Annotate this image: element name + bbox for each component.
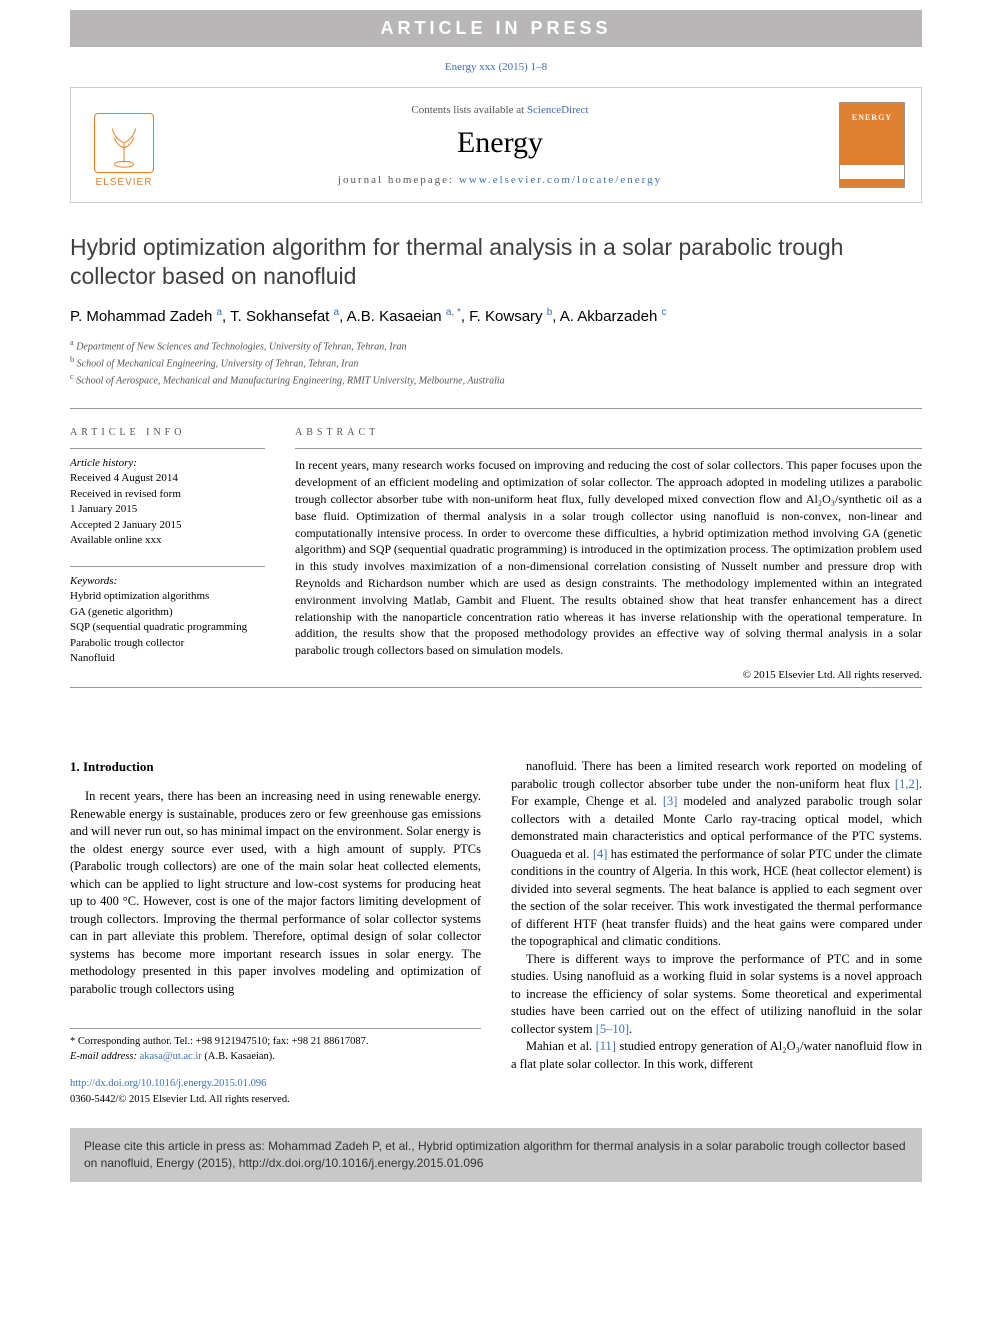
- journal-name: Energy: [161, 126, 839, 160]
- keyword-item: GA (genetic algorithm): [70, 605, 265, 620]
- intro-paragraph-4: Mahian et al. [11] studied entropy gener…: [511, 1038, 922, 1073]
- elsevier-name: ELSEVIER: [96, 177, 153, 188]
- history-line: Received in revised form: [70, 487, 265, 502]
- keywords-block: Keywords: Hybrid optimization algorithms…: [70, 566, 265, 666]
- article-info-column: ARTICLE INFO Article history: Received 4…: [70, 427, 265, 681]
- divider-lower: [70, 687, 922, 688]
- corresponding-author: * Corresponding author. Tel.: +98 912194…: [70, 1028, 481, 1064]
- history-line: Available online xxx: [70, 533, 265, 548]
- affiliation-line: b School of Mechanical Engineering, Univ…: [70, 354, 922, 371]
- citation-box: Please cite this article in press as: Mo…: [70, 1128, 922, 1182]
- article-history: Article history: Received 4 August 2014R…: [70, 448, 265, 548]
- cover-stripe: [840, 165, 904, 179]
- column-right: nanofluid. There has been a limited rese…: [511, 758, 922, 1108]
- info-abstract-row: ARTICLE INFO Article history: Received 4…: [70, 427, 922, 681]
- column-left: 1. Introduction In recent years, there h…: [70, 758, 481, 1108]
- email-link[interactable]: akasa@ut.ac.ir: [140, 1051, 202, 1062]
- reference-link[interactable]: [11]: [596, 1039, 616, 1053]
- abstract-label: ABSTRACT: [295, 427, 922, 438]
- intro-paragraph-2: nanofluid. There has been a limited rese…: [511, 758, 922, 951]
- abstract-column: ABSTRACT In recent years, many research …: [295, 427, 922, 681]
- corr-email-line: E-mail address: akasa@ut.ac.ir (A.B. Kas…: [70, 1050, 481, 1065]
- abstract-text: In recent years, many research works foc…: [295, 448, 922, 659]
- issn-copyright: 0360-5442/© 2015 Elsevier Ltd. All right…: [70, 1093, 481, 1108]
- affiliation-line: a Department of New Sciences and Technol…: [70, 337, 922, 354]
- homepage-link[interactable]: www.elsevier.com/locate/energy: [459, 174, 662, 186]
- authors-list: P. Mohammad Zadeh a, T. Sokhansefat a, A…: [70, 307, 922, 325]
- history-line: 1 January 2015: [70, 502, 265, 517]
- cover-title: ENERGY: [840, 113, 904, 122]
- keywords-label: Keywords:: [70, 575, 265, 587]
- history-line: Accepted 2 January 2015: [70, 518, 265, 533]
- article-info-label: ARTICLE INFO: [70, 427, 265, 438]
- section-1-heading: 1. Introduction: [70, 758, 481, 776]
- history-label: Article history:: [70, 457, 265, 469]
- affiliation-line: c School of Aerospace, Mechanical and Ma…: [70, 371, 922, 388]
- reference-link[interactable]: [5–10]: [596, 1022, 629, 1036]
- affiliations: a Department of New Sciences and Technol…: [70, 337, 922, 389]
- keyword-item: SQP (sequential quadratic programming: [70, 620, 265, 635]
- header-center: Contents lists available at ScienceDirec…: [161, 104, 839, 186]
- reference-link[interactable]: [4]: [593, 847, 608, 861]
- reference-link[interactable]: [3]: [663, 794, 678, 808]
- contents-prefix: Contents lists available at: [411, 104, 526, 116]
- homepage-line: journal homepage: www.elsevier.com/locat…: [161, 174, 839, 186]
- email-label: E-mail address:: [70, 1051, 140, 1062]
- email-suffix: (A.B. Kasaeian).: [202, 1051, 275, 1062]
- intro-paragraph-1: In recent years, there has been an incre…: [70, 788, 481, 998]
- homepage-prefix: journal homepage:: [338, 174, 459, 186]
- journal-header: ELSEVIER Contents lists available at Sci…: [70, 87, 922, 203]
- body-columns: 1. Introduction In recent years, there h…: [70, 758, 922, 1108]
- elsevier-tree-icon: [94, 113, 154, 173]
- history-line: Received 4 August 2014: [70, 471, 265, 486]
- divider: [70, 408, 922, 409]
- doi-line: http://dx.doi.org/10.1016/j.energy.2015.…: [70, 1077, 481, 1092]
- reference-link[interactable]: [1,2]: [895, 777, 919, 791]
- journal-cover-thumbnail: ENERGY: [839, 102, 905, 188]
- sciencedirect-link[interactable]: ScienceDirect: [527, 104, 589, 116]
- keyword-item: Nanofluid: [70, 651, 265, 666]
- article-in-press-banner: ARTICLE IN PRESS: [70, 10, 922, 47]
- contents-available: Contents lists available at ScienceDirec…: [161, 104, 839, 116]
- corr-line-1: * Corresponding author. Tel.: +98 912194…: [70, 1035, 481, 1050]
- keyword-item: Hybrid optimization algorithms: [70, 589, 265, 604]
- keyword-item: Parabolic trough collector: [70, 636, 265, 651]
- doi-link[interactable]: http://dx.doi.org/10.1016/j.energy.2015.…: [70, 1078, 266, 1089]
- intro-paragraph-3: There is different ways to improve the p…: [511, 951, 922, 1039]
- article-title: Hybrid optimization algorithm for therma…: [70, 233, 922, 291]
- abstract-copyright: © 2015 Elsevier Ltd. All rights reserved…: [295, 669, 922, 681]
- citation-top: Energy xxx (2015) 1–8: [0, 61, 992, 73]
- elsevier-logo: ELSEVIER: [87, 102, 161, 188]
